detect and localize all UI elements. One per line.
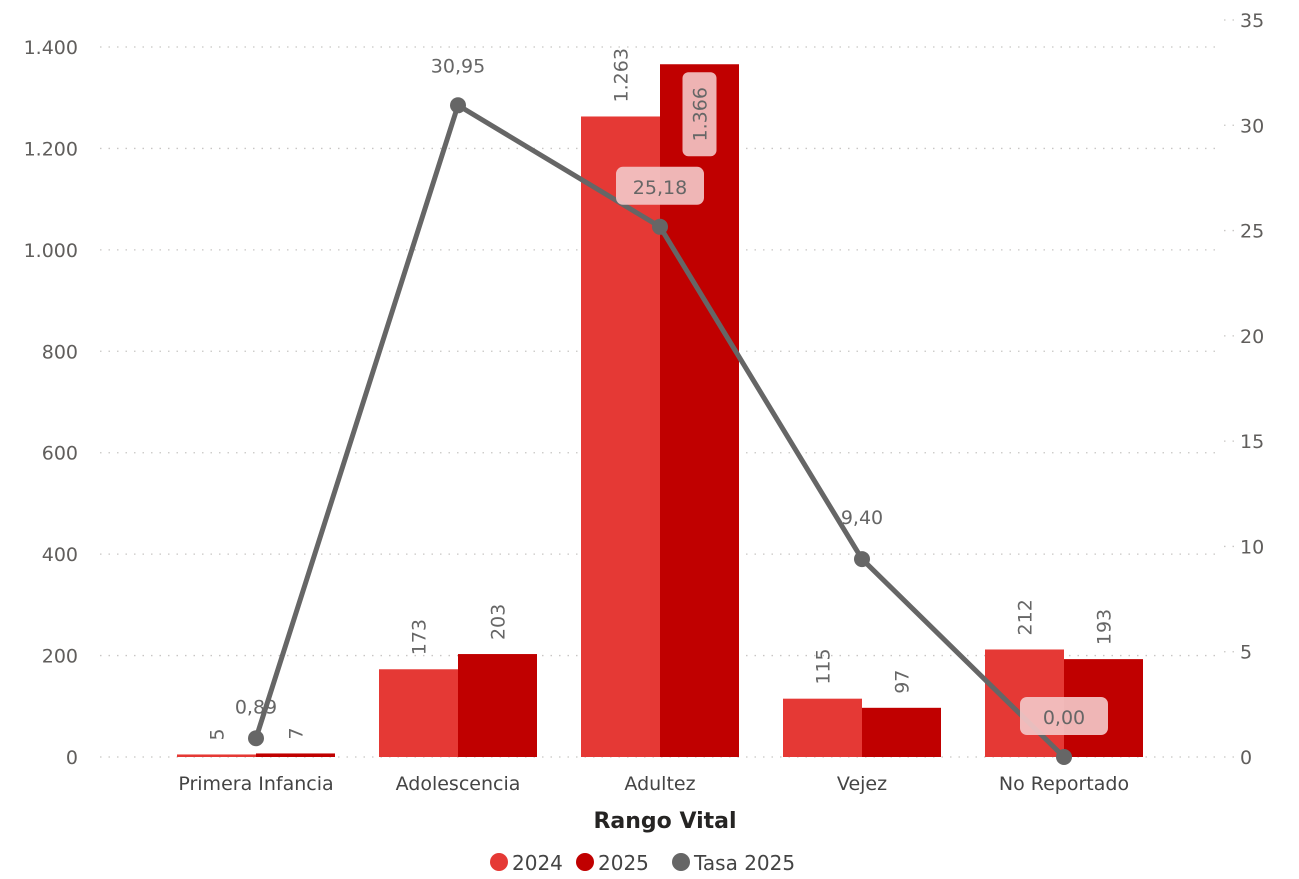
bar-label-group: 97 <box>892 670 914 694</box>
bar-2025 <box>458 654 537 757</box>
left-tick-label: 400 <box>42 544 78 566</box>
bar-data-label: 7 <box>286 727 308 739</box>
legend-marker <box>576 853 594 871</box>
rate-point <box>652 218 668 235</box>
category-label: No Reportado <box>999 773 1129 795</box>
left-tick-label: 1.000 <box>24 240 78 262</box>
right-tick-label: 10 <box>1240 536 1264 558</box>
bar-data-label: 97 <box>892 670 914 694</box>
bar-label-group: 203 <box>488 604 510 640</box>
category-label: Vejez <box>837 773 887 795</box>
right-tick-label: 5 <box>1240 642 1252 664</box>
right-tick-label: 15 <box>1240 431 1264 453</box>
data-labels: 5 173 1.263 115 212 7 203 1.366 97 193 0,89 30,95 25… <box>207 48 1116 740</box>
rate-label-background <box>616 166 704 205</box>
bar-2025 <box>862 707 941 757</box>
bar-data-label: 173 <box>409 619 431 655</box>
legend: 2024 2025 Tasa 2025 <box>490 851 795 875</box>
bar-data-label: 203 <box>488 604 510 640</box>
rate-point <box>854 551 870 568</box>
left-tick-label: 800 <box>42 341 78 363</box>
left-tick-label: 0 <box>66 747 78 769</box>
legend-marker <box>672 853 690 871</box>
x-axis: Primera Infancia Adolescencia Adultez Vejez… <box>178 773 1129 795</box>
rate-data-label: 30,95 <box>431 55 485 77</box>
bar-label-group: 173 <box>409 619 431 655</box>
rate-label-background <box>1020 697 1108 735</box>
bar-data-label: 212 <box>1015 599 1037 635</box>
legend-item: 2024 <box>512 851 563 875</box>
right-tick-label: 25 <box>1240 221 1264 243</box>
category-label: Adultez <box>624 773 695 795</box>
legend-item: Tasa 2025 <box>693 851 795 875</box>
right-tick-label: 20 <box>1240 326 1264 348</box>
bar-label-group: 212 <box>1015 599 1037 635</box>
rate-point <box>450 97 466 114</box>
x-axis-title: Rango Vital <box>593 809 736 834</box>
left-tick-label: 200 <box>42 646 78 668</box>
bar-label-group: 193 <box>1094 609 1116 645</box>
bar-2024 <box>783 698 862 757</box>
rate-data-label: 9,40 <box>841 507 883 529</box>
bar-data-label: 1.366 <box>690 87 712 141</box>
right-tick-label: 35 <box>1240 10 1264 32</box>
bar-data-label: 5 <box>207 728 229 740</box>
bar-label-group: 7 <box>286 727 308 739</box>
left-tick-label: 600 <box>42 443 78 465</box>
bar-label-group: 115 <box>813 648 835 684</box>
bar-label-group: 1.366 <box>682 72 717 157</box>
bar-label-group: 1.263 <box>611 48 633 102</box>
left-tick-label: 1.200 <box>24 138 78 160</box>
bar-label-group: 5 <box>207 728 229 740</box>
left-tick-label: 1.400 <box>24 37 78 59</box>
bar-2025 <box>256 753 335 757</box>
legend-marker <box>490 853 508 871</box>
rate-data-label: 0,89 <box>235 696 277 718</box>
rate-data-label: 0,00 <box>1043 707 1085 729</box>
bar-data-label: 193 <box>1094 609 1116 645</box>
bar-2024 <box>177 754 256 757</box>
left-y-axis: 0 200 400 600 800 1.000 1.200 1.400 <box>24 37 78 769</box>
bar-label-background <box>682 72 717 157</box>
bar-data-label: 115 <box>813 648 835 684</box>
bar-2024 <box>581 116 660 757</box>
category-label: Primera Infancia <box>178 773 333 795</box>
rate-line <box>248 97 1072 765</box>
rate-data-label: 25,18 <box>633 177 687 199</box>
right-y-axis: 0 5 10 15 20 25 30 35 <box>1240 10 1264 769</box>
bar-data-label: 1.263 <box>611 48 633 102</box>
bar-2024 <box>379 669 458 757</box>
right-tick-label: 30 <box>1240 115 1264 137</box>
category-label: Adolescencia <box>396 773 521 795</box>
legend-item: 2025 <box>598 851 649 875</box>
right-tick-label: 0 <box>1240 747 1252 769</box>
rate-point <box>1056 749 1072 765</box>
bars <box>177 64 1143 757</box>
rate-point <box>248 730 264 747</box>
